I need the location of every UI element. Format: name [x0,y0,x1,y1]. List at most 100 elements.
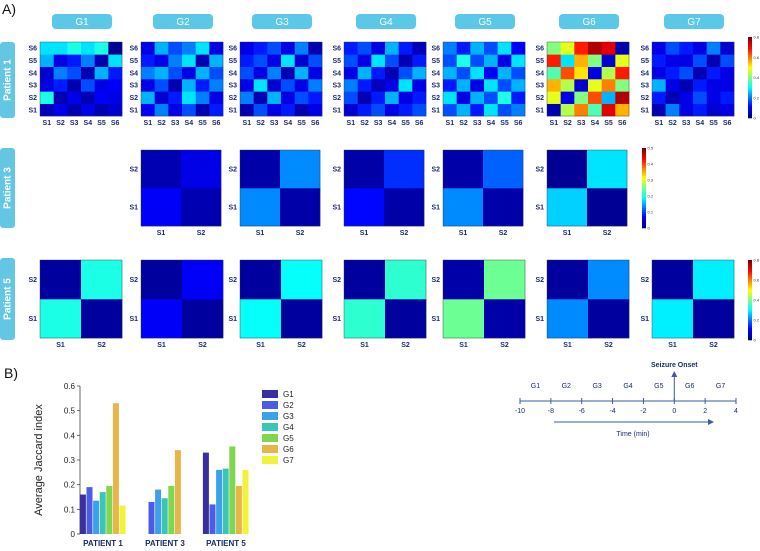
legend-label: G6 [283,445,294,454]
heatmap-cell [484,66,498,80]
timeline-tick-label: 4 [734,408,738,415]
heatmap-frame [546,41,630,117]
group-header-g3 [252,14,312,29]
heatmap-cell [484,91,498,104]
bar-g6 [112,403,119,534]
heatmap-cell [443,260,485,300]
heatmap-cell [470,79,485,92]
heatmap-cell [398,66,413,80]
heatmap-cell [195,103,210,117]
heatmap-cell [294,79,309,92]
heatmap-cell [108,66,123,80]
patient-tab-2 [0,148,15,228]
heatmap-cell [720,42,735,55]
heatmap-cell [385,54,399,67]
heatmap-cell [182,91,196,104]
heatmap-cell [240,150,281,189]
colorbar-step [642,148,646,151]
colorbar-step [642,206,646,209]
patient-tab-1 [0,42,15,118]
heatmap-cell [371,54,386,67]
heatmap-row-label: S1 [535,316,544,323]
colorbar-step [748,57,752,60]
heatmap-cell [679,91,694,104]
heatmap-row-label: S2 [640,277,649,284]
heatmap-cell [511,79,526,92]
heatmap-frame [39,41,123,117]
heatmap-cell [182,260,224,300]
colorbar-step [748,79,752,82]
heatmap-col-label: S1 [243,120,252,127]
heatmap-cell [240,79,254,92]
heatmap-cell [497,54,512,67]
patient1-heatmap-4: S1 S1 S2 S2 S3 S3 S4 S4 S5 S5 S6 S6 [332,41,427,127]
heatmap-cell [267,91,282,104]
colorbar-tick: 0.4 [754,298,760,303]
patient-tabs: Patient 1 Patient 3 Patient 5 [0,42,15,340]
bar-g1 [79,494,86,534]
heatmap-col-label: S1 [446,120,455,127]
colorbar-step [748,69,752,72]
heatmap-cell [253,91,268,104]
heatmap-row-label: S2 [535,277,544,284]
heatmap-row-label: S5 [228,58,237,65]
colorbar-step [642,196,646,199]
patient-tab-label: Patient 1 [3,59,14,101]
heatmap-cell [81,103,95,117]
heatmap-frame [343,149,425,227]
heatmap-row-label: S2 [332,277,341,284]
heatmap-row-label: S1 [535,107,544,114]
heatmap-cell [615,91,630,104]
heatmap-row-label: S1 [28,107,37,114]
timeline-tick-label: -8 [548,408,554,415]
colorbar-step [748,284,752,287]
heatmap-cell [484,42,498,55]
heatmap-cell [94,79,109,92]
heatmap-cell [412,66,427,80]
heatmap-cell [588,79,602,92]
bar-g3 [155,489,162,534]
colorbar-step [748,266,752,269]
colorbar-step [642,160,646,163]
heatmap-row-label: S3 [640,83,649,90]
heatmap-row-label: S3 [535,83,544,90]
heatmap-frame [239,41,323,117]
colorbar-tick: 0.2 [648,194,654,199]
colorbar-step [748,262,752,265]
heatmap-col-label: S1 [347,120,356,127]
heatmap-row-label: S1 [228,107,237,114]
heatmap-cell [484,299,526,339]
heatmap-cell [385,103,399,117]
heatmap-cell [693,91,707,104]
heatmap-cell [665,66,680,80]
timeline-group-label: G3 [592,383,601,390]
colorbar-step [642,202,646,205]
heatmap-cell [587,188,628,227]
heatmap-cell [511,66,526,80]
colorbar-step [748,47,752,50]
patient5-heatmap-6: S1 S1 S2 S2 [535,259,630,349]
patient5-heatmap-7: S1 S1 S2 S2 [640,259,735,349]
heatmap-cell [588,299,630,339]
heatmap-cell [168,66,183,80]
patient1-heatmap-2: S1 S1 S2 S2 S3 S3 S4 S4 S5 S5 S6 S6 [129,41,224,127]
colorbar-tick: 0.2 [754,318,760,323]
colorbar-step [642,216,646,219]
heatmap-cell [574,54,589,67]
heatmap-cell [412,103,427,117]
heatmap-cell [679,79,694,92]
colorbar-step [748,107,752,111]
colorbar-step [748,59,752,62]
colorbar-step [748,320,752,323]
heatmap-cell [240,42,254,55]
heatmap-cell [456,66,471,80]
heatmap-cell [412,79,427,92]
heatmap-row-label: S2 [28,95,37,102]
heatmap-cell [344,91,358,104]
colorbar-step [748,55,752,58]
heatmap-cell [267,42,282,55]
colorbar-step [748,314,752,317]
patient-tab-label: Patient 5 [3,278,14,320]
heatmap-cell [40,103,54,117]
heatmap-frame [651,259,735,339]
